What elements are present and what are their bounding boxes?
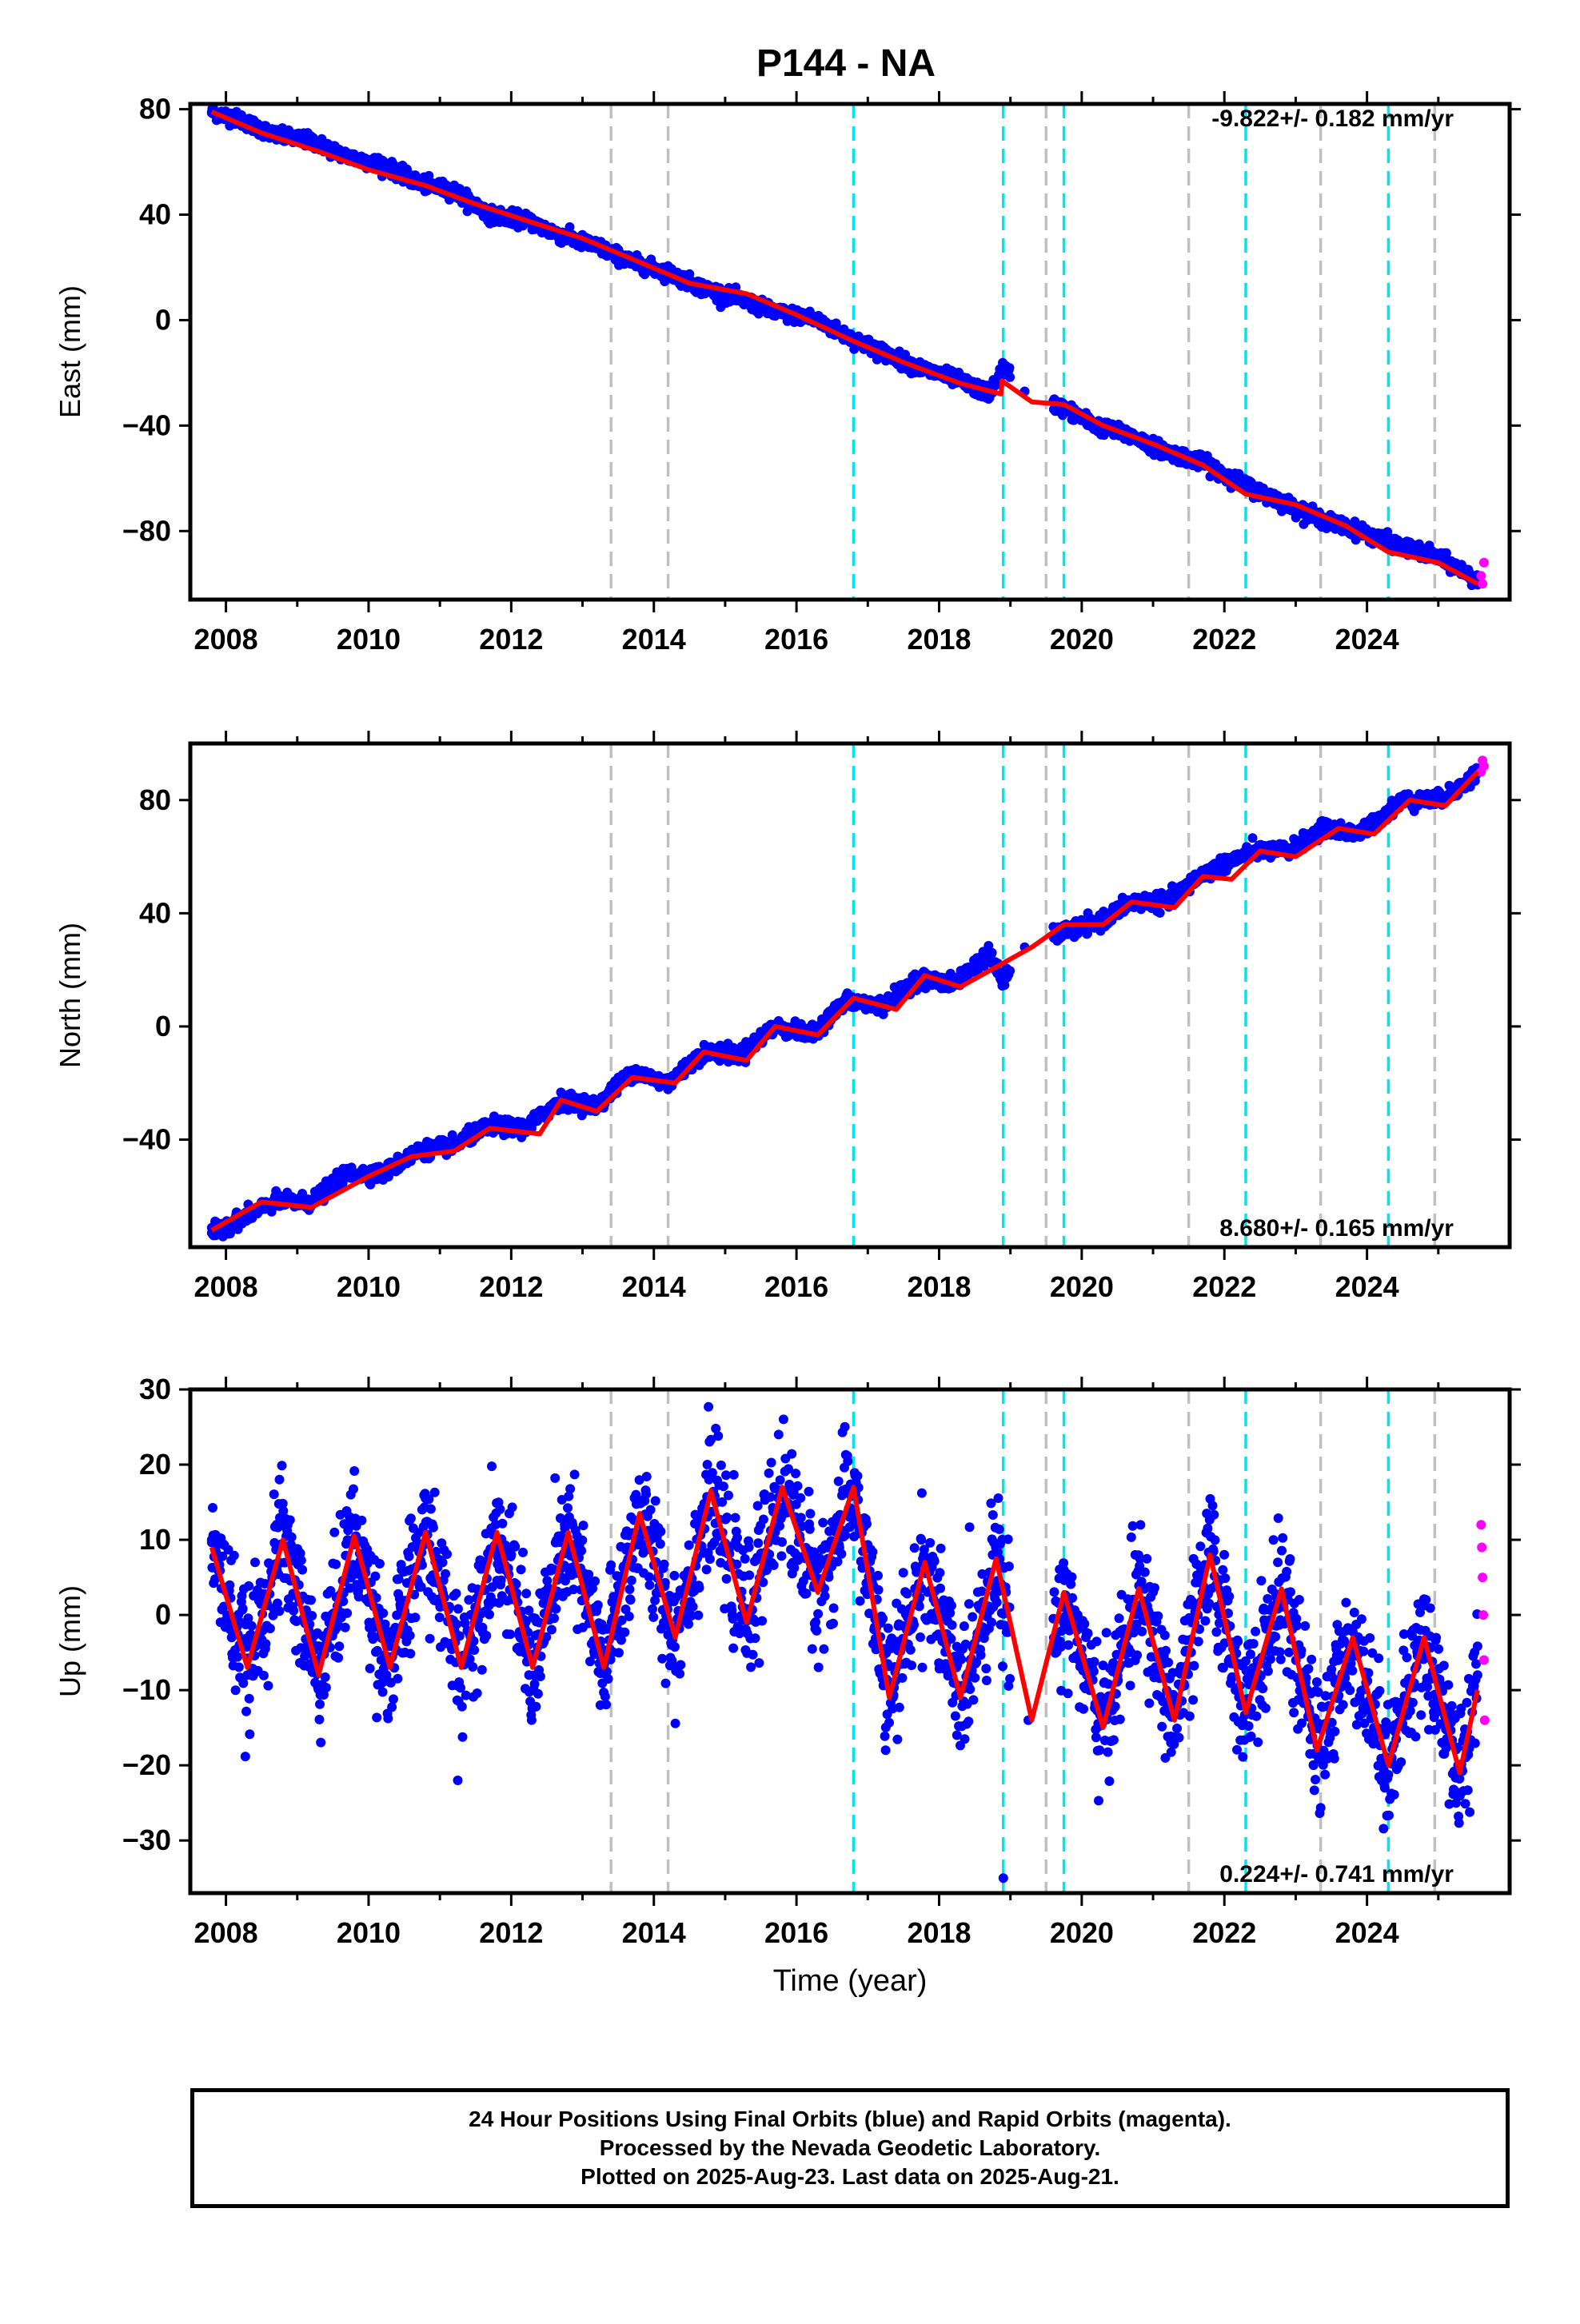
x-tick-label: 2024	[1335, 623, 1399, 656]
y-tick-label: −80	[122, 514, 171, 547]
y-tick-label: 80	[139, 93, 171, 126]
final-orbit-point	[1005, 373, 1015, 382]
chart-title: P144 - NA	[756, 42, 936, 85]
final-orbit-point	[1155, 908, 1165, 918]
final-orbit-point	[1248, 833, 1258, 843]
final-orbit-point	[1398, 542, 1407, 552]
velocity-rate-label: -9.822+/- 0.182 mm/yr	[1211, 106, 1454, 132]
y-tick-label: 40	[139, 198, 171, 231]
rapid-orbit-point	[1479, 558, 1489, 568]
x-tick-label: 2016	[764, 623, 828, 656]
final-orbit-point	[1005, 966, 1015, 975]
final-orbit-point	[735, 294, 744, 304]
x-tick-label: 2022	[1192, 623, 1256, 656]
final-orbit-point	[1248, 484, 1258, 494]
final-orbit-point	[378, 160, 388, 169]
y-tick-label: 0	[155, 303, 171, 336]
y-tick-label: −40	[122, 409, 171, 441]
x-tick-label: 2018	[907, 623, 971, 656]
panel-east: 80 40 0 −40 −80 2008 2010 2012 2014 2016 2018 2020 2…	[54, 91, 1521, 656]
x-tick-label: 2012	[479, 623, 543, 656]
event-lines	[611, 104, 1434, 600]
final-orbit-point	[999, 363, 1008, 373]
y-axis-label: East (mm)	[54, 285, 86, 418]
x-tick-label: 2008	[194, 623, 258, 656]
x-tick-label: 2014	[622, 623, 686, 656]
final-orbit-point	[307, 136, 317, 145]
data-points	[207, 755, 1489, 1242]
x-tick-label: 2010	[337, 623, 401, 656]
data-points	[207, 102, 1489, 590]
x-tick-label: 2020	[1050, 623, 1114, 656]
rapid-orbit-point	[1478, 579, 1487, 588]
event-lines	[611, 743, 1434, 1247]
